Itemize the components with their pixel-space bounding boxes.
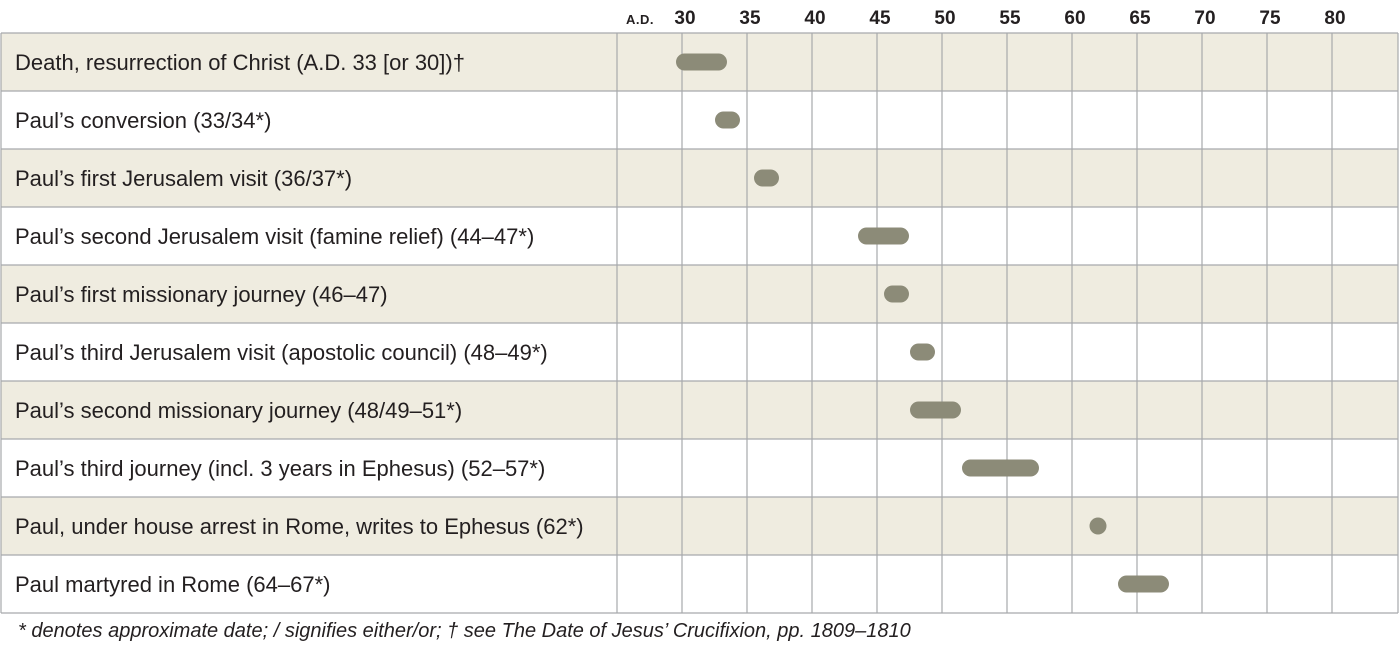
event-label: Paul’s third Jerusalem visit (apostolic …	[15, 340, 548, 365]
event-label: Death, resurrection of Christ (A.D. 33 […	[15, 50, 465, 75]
event-label: Paul, under house arrest in Rome, writes…	[15, 514, 584, 539]
tick-label: 80	[1324, 8, 1345, 29]
tick-label: 55	[999, 8, 1021, 29]
event-bar	[962, 459, 1039, 477]
event-label: Paul’s third journey (incl. 3 years in E…	[15, 456, 545, 481]
event-bar	[910, 401, 961, 419]
event-bar	[910, 343, 935, 361]
event-bar	[676, 53, 727, 71]
tick-label: 40	[804, 8, 825, 29]
event-label: Paul martyred in Rome (64–67*)	[15, 572, 330, 597]
row-background	[1, 207, 1398, 265]
event-label: Paul’s second Jerusalem visit (famine re…	[15, 224, 534, 249]
row-background	[1, 439, 1398, 497]
row-background	[1, 91, 1398, 149]
tick-label: 75	[1259, 8, 1281, 29]
row-background	[1, 323, 1398, 381]
event-label: Paul’s conversion (33/34*)	[15, 108, 271, 133]
tick-label: 70	[1194, 8, 1215, 29]
timeline-chart: A.D. 30 35 40 45 50 55 60 65 70 75 80 Death, resurre…	[0, 8, 1399, 614]
row-background	[1, 265, 1398, 323]
tick-label: 45	[869, 8, 891, 29]
axis-prefix-label: A.D.	[626, 12, 654, 27]
event-label: Paul’s first Jerusalem visit (36/37*)	[15, 166, 352, 191]
event-bar	[884, 285, 909, 303]
tick-label: 65	[1129, 8, 1151, 29]
row-background	[1, 381, 1398, 439]
tick-label: 50	[934, 8, 955, 29]
event-bar	[1118, 575, 1169, 593]
row-background	[1, 497, 1398, 555]
footnote: * denotes approximate date; / signifies …	[18, 620, 911, 642]
tick-label: 35	[739, 8, 761, 29]
event-bar	[715, 111, 740, 129]
event-point	[1089, 517, 1107, 535]
event-bar	[858, 227, 909, 245]
row-background	[1, 149, 1398, 207]
event-label: Paul’s first missionary journey (46–47)	[15, 282, 388, 307]
event-bar	[754, 169, 779, 187]
event-label: Paul’s second missionary journey (48/49–…	[15, 398, 462, 423]
tick-label: 60	[1064, 8, 1085, 29]
tick-label: 30	[674, 8, 695, 29]
